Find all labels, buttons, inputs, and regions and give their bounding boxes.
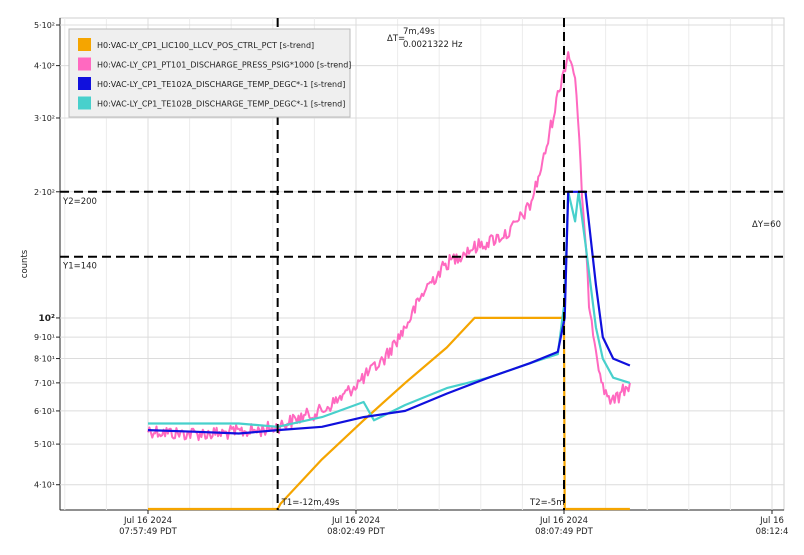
y-tick-label: 2·10² xyxy=(34,188,55,197)
y-tick-label: 7·10¹ xyxy=(34,379,55,388)
x-tick-date-label: Jul 16 2024 xyxy=(123,516,172,526)
cursor-t1-label: T1=-12m,49s xyxy=(281,498,340,508)
x-tick-time-label: 08:02:49 PDT xyxy=(327,527,386,537)
x-tick-time-label: 08:12:4 xyxy=(756,527,789,537)
legend-swatch xyxy=(78,38,91,51)
y-tick-label: 5·10² xyxy=(34,21,55,30)
legend-swatch xyxy=(78,77,91,90)
cursor-y2-label: Y2=200 xyxy=(62,197,97,207)
legend-swatch xyxy=(78,57,91,71)
legend-entry-label: H0:VAC-LY_CP1_PT101_DISCHARGE_PRESS_PSIG… xyxy=(97,61,351,70)
legend-box xyxy=(68,28,351,118)
x-tick-date-label: Jul 16 2024 xyxy=(331,516,380,526)
x-tick-time-label: 08:07:49 PDT xyxy=(535,527,594,537)
legend: H0:VAC-LY_CP1_LIC100_LLCV_POS_CTRL_PCT [… xyxy=(68,28,351,118)
x-tick-date-label: Jul 16 xyxy=(759,516,784,526)
delta-y-label: ΔY=60 xyxy=(752,220,781,230)
y-axis-title: counts xyxy=(20,249,30,278)
y-tick-label: 8·10¹ xyxy=(34,355,55,364)
delta-t-label: ΔT= xyxy=(387,34,405,44)
series-line-lic100 xyxy=(148,316,630,511)
x-tick-time-label: 07:57:49 PDT xyxy=(119,527,178,537)
cursor-y1-label: Y1=140 xyxy=(62,262,97,272)
y-tick-label: 4·10² xyxy=(34,62,55,71)
y-tick-label: 4·10¹ xyxy=(34,481,55,490)
y-tick-label: 9·10¹ xyxy=(34,333,55,342)
legend-entry-label: H0:VAC-LY_CP1_TE102A_DISCHARGE_TEMP_DEGC… xyxy=(97,80,345,89)
y-tick-label: 5·10¹ xyxy=(34,440,55,449)
legend-swatch xyxy=(78,96,91,110)
legend-entry-label: H0:VAC-LY_CP1_TE102B_DISCHARGE_TEMP_DEGC… xyxy=(97,100,345,109)
delta-t-frequency: 0.0021322 Hz xyxy=(403,40,463,50)
cursor-t2-label: T2=-5m xyxy=(529,498,564,508)
y-tick-label: 10² xyxy=(39,314,56,324)
x-tick-date-label: Jul 16 2024 xyxy=(539,516,588,526)
series-line-te102a xyxy=(147,190,631,435)
y-tick-label: 3·10² xyxy=(34,114,55,123)
legend-entry-label: H0:VAC-LY_CP1_LIC100_LLCV_POS_CTRL_PCT [… xyxy=(97,41,314,50)
delta-t-value: 7m,49s xyxy=(403,27,435,37)
y-tick-label: 6·10¹ xyxy=(34,407,55,416)
